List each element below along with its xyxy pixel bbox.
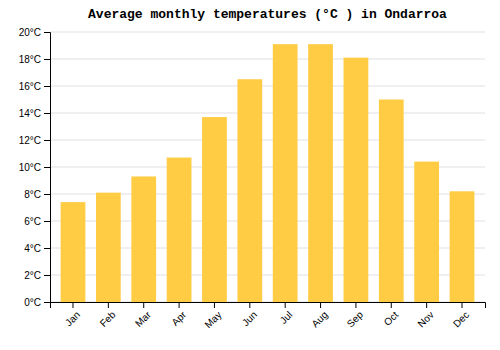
bar bbox=[202, 117, 227, 302]
x-tick-mark bbox=[320, 302, 321, 308]
x-tick-mark bbox=[285, 302, 286, 308]
y-tick-mark bbox=[44, 113, 50, 114]
x-tick-mark bbox=[355, 302, 356, 308]
bar bbox=[61, 202, 86, 302]
x-tick: Dec bbox=[451, 302, 471, 329]
x-tick: Sep bbox=[345, 302, 366, 329]
bar bbox=[167, 158, 192, 302]
y-tick-mark bbox=[44, 221, 50, 222]
x-tick-label: Aug bbox=[309, 309, 329, 329]
x-tick-label: Mar bbox=[133, 309, 153, 329]
plot: 0°C 2°C 4°C 6°C 8°C 10°C 12°C 14°C 16°C 18°C 20°C J… bbox=[19, 27, 486, 331]
y-tick-mark bbox=[44, 248, 50, 249]
y-tick-mark bbox=[44, 140, 50, 141]
x-tick-mark bbox=[426, 302, 427, 308]
x-tick-label: Jul bbox=[278, 309, 295, 326]
chart-container: 0°C 2°C 4°C 6°C 8°C 10°C 12°C 14°C 16°C 18°C 20°C J… bbox=[0, 0, 500, 350]
y-tick: 4°C bbox=[24, 243, 50, 254]
y-tick: 12°C bbox=[19, 135, 50, 146]
bar bbox=[96, 193, 121, 302]
y-tick-mark bbox=[44, 194, 50, 195]
grid bbox=[50, 32, 485, 302]
y-tick: 2°C bbox=[24, 270, 50, 281]
y-tick-label: 6°C bbox=[24, 216, 41, 227]
x-tick-label: Feb bbox=[98, 309, 118, 329]
y-tick: 8°C bbox=[24, 189, 50, 200]
y-tick-label: 8°C bbox=[24, 189, 41, 200]
y-tick-label: 14°C bbox=[19, 108, 41, 119]
x-tick-label: Jan bbox=[63, 309, 82, 328]
y-tick-mark bbox=[44, 32, 50, 33]
y-tick-mark bbox=[44, 86, 50, 87]
grid-line bbox=[50, 140, 485, 141]
y-tick-mark bbox=[44, 302, 50, 303]
y-axis: 0°C 2°C 4°C 6°C 8°C 10°C 12°C 14°C 16°C 18°C 20°C bbox=[19, 27, 51, 308]
x-axis-line bbox=[51, 303, 486, 309]
y-tick-mark bbox=[44, 59, 50, 60]
y-tick: 20°C bbox=[19, 27, 50, 38]
y-tick-label: 0°C bbox=[24, 297, 41, 308]
y-tick-label: 10°C bbox=[19, 162, 41, 173]
grid-line bbox=[50, 113, 485, 114]
bar bbox=[273, 44, 298, 302]
y-tick: 18°C bbox=[19, 54, 50, 65]
y-tick-label: 12°C bbox=[19, 135, 41, 146]
title: Average monthly temperatures (°C ) in On… bbox=[88, 7, 447, 22]
x-tick: Aug bbox=[309, 302, 329, 329]
bar bbox=[379, 100, 404, 303]
grid-line bbox=[50, 86, 485, 87]
y-tick-label: 20°C bbox=[19, 27, 41, 38]
x-tick-label: Oct bbox=[382, 309, 401, 328]
x-tick: May bbox=[202, 302, 223, 330]
bar bbox=[237, 79, 262, 302]
y-tick-label: 16°C bbox=[19, 81, 41, 92]
x-tick-label: Nov bbox=[415, 309, 435, 329]
x-tick-label: Sep bbox=[345, 309, 366, 330]
y-tick: 0°C bbox=[24, 297, 50, 308]
x-tick: Oct bbox=[382, 302, 401, 328]
x-tick-mark bbox=[249, 302, 250, 308]
x-tick: Jan bbox=[63, 302, 82, 328]
y-tick-mark bbox=[44, 275, 50, 276]
x-tick-label: Apr bbox=[169, 309, 188, 328]
x-tick-label: Jun bbox=[240, 309, 259, 328]
x-tick: Mar bbox=[133, 302, 153, 329]
x-tick-mark bbox=[462, 302, 463, 308]
bar bbox=[131, 176, 156, 302]
x-tick-mark bbox=[179, 302, 180, 308]
y-axis-line bbox=[44, 33, 51, 303]
y-tick: 14°C bbox=[19, 108, 50, 119]
x-tick-mark bbox=[214, 302, 215, 308]
bar bbox=[414, 162, 439, 302]
y-tick: 6°C bbox=[24, 216, 50, 227]
x-tick: Nov bbox=[415, 302, 435, 329]
bars bbox=[61, 44, 475, 302]
y-tick-label: 4°C bbox=[24, 243, 41, 254]
x-tick: Apr bbox=[169, 302, 188, 328]
x-tick: Jul bbox=[278, 302, 295, 326]
x-tick: Feb bbox=[98, 302, 118, 329]
y-tick-label: 2°C bbox=[24, 270, 41, 281]
x-tick: Jun bbox=[240, 302, 259, 328]
x-tick-mark bbox=[391, 302, 392, 308]
x-axis: Jan Feb Mar Apr May Jun Jul Aug Sep Oct Nov Dec bbox=[51, 302, 486, 330]
grid-line bbox=[50, 59, 485, 60]
chart-svg: 0°C 2°C 4°C 6°C 8°C 10°C 12°C 14°C 16°C 18°C 20°C J… bbox=[0, 0, 500, 350]
y-tick-mark bbox=[44, 167, 50, 168]
y-tick: 16°C bbox=[19, 81, 50, 92]
grid-line bbox=[50, 32, 485, 33]
y-tick-label: 18°C bbox=[19, 54, 41, 65]
bar bbox=[308, 44, 333, 302]
x-tick-label: May bbox=[202, 309, 223, 330]
x-tick-mark bbox=[143, 302, 144, 308]
x-tick-mark bbox=[72, 302, 73, 308]
y-tick: 10°C bbox=[19, 162, 50, 173]
bar bbox=[344, 58, 369, 302]
x-tick-mark bbox=[108, 302, 109, 308]
x-tick-label: Dec bbox=[451, 309, 471, 329]
bar bbox=[450, 191, 475, 302]
